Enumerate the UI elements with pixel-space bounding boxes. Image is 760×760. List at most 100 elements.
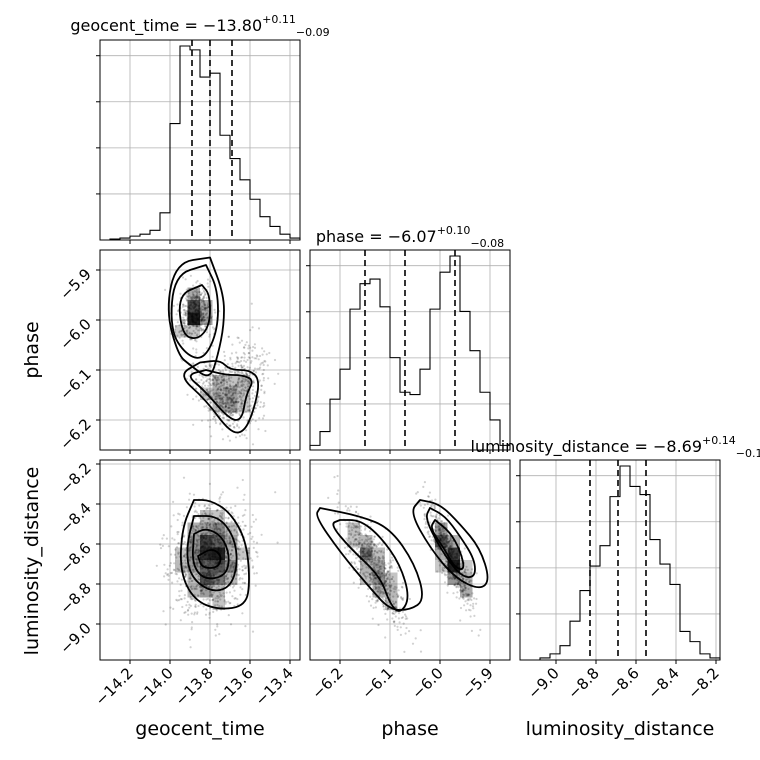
sample-point [241,380,244,383]
sample-point [467,608,471,611]
sample-point [254,419,257,423]
sample-point [378,582,381,585]
sample-point [227,375,231,378]
sample-point [216,401,219,404]
sample-point [231,563,234,566]
sample-point [202,300,205,303]
sample-point [200,305,203,308]
sample-point [385,574,388,577]
sample-point [439,530,442,533]
sample-point [178,590,181,593]
sample-point [202,299,205,302]
sample-point [396,596,399,599]
sample-point [194,331,197,334]
sample-point [370,573,373,576]
sample-point [397,612,401,615]
sample-point [377,588,380,591]
sample-point [217,363,220,366]
sample-point [386,577,389,581]
sample-point [348,549,351,553]
sample-point [193,611,196,614]
sample-point [239,396,242,399]
sample-point [195,558,198,561]
sample-point [359,583,362,586]
sample-point [211,599,214,602]
sample-point [373,574,376,577]
sample-point [237,573,240,577]
sample-point [231,400,235,403]
sample-point [206,278,210,281]
sample-point [243,493,246,496]
sample-point [197,399,200,402]
sample-point [231,543,234,546]
sample-point [229,567,232,570]
sample-point [235,401,238,404]
sample-point [371,572,374,575]
sample-point [230,520,233,523]
contour-geocent_time-vs-luminosity_distance-3 [179,499,250,610]
sample-point [366,538,369,541]
sample-point [202,532,205,535]
sample-point [208,363,211,366]
sample-point [245,429,248,432]
sample-point [200,592,203,595]
sample-point [184,566,187,569]
sample-point [437,524,440,527]
sample-point [184,297,188,300]
sample-point [215,395,218,398]
sample-point [212,591,215,594]
sample-point [192,398,195,401]
sample-point [233,565,236,568]
sample-point [175,313,178,316]
sample-point [233,405,236,408]
sample-point [447,540,450,544]
sample-point [218,591,221,594]
sample-point [185,288,188,291]
sample-point [448,577,451,580]
sample-point [385,597,388,600]
sample-point [189,539,192,542]
sample-point [365,595,368,598]
sample-point [390,556,394,559]
sample-point [351,522,354,525]
sample-point [226,398,229,401]
sample-point [349,542,353,545]
sample-point [230,571,233,574]
sample-point [184,312,187,315]
sample-point [255,354,258,357]
sample-point [276,541,279,544]
sample-point [457,581,460,584]
sample-point [247,347,250,350]
sample-point [240,409,243,412]
sample-point [373,574,376,578]
sample-point [469,609,472,612]
sample-point [462,577,465,580]
density-cell [187,312,200,325]
sample-point [385,577,388,580]
sample-point [214,421,218,425]
sample-point [252,370,255,373]
sample-point [240,384,243,387]
sample-point [225,506,228,509]
sample-point [232,561,235,564]
sample-point [231,562,234,565]
sample-point [213,415,216,418]
density-cell [360,535,373,548]
sample-point [201,317,204,320]
sample-point [263,404,266,407]
sample-point [388,593,391,596]
sample-point [210,502,214,506]
sample-point [202,376,205,379]
sample-point [196,333,199,336]
sample-point [234,411,237,414]
sample-point [206,597,210,600]
sample-point [192,329,195,333]
sample-point [226,533,229,536]
sample-point [245,371,248,374]
sample-point [470,598,473,602]
sample-point [359,529,362,532]
sample-point [202,526,205,529]
sample-point [463,584,466,587]
sample-point [374,559,377,562]
sample-point [204,314,207,317]
